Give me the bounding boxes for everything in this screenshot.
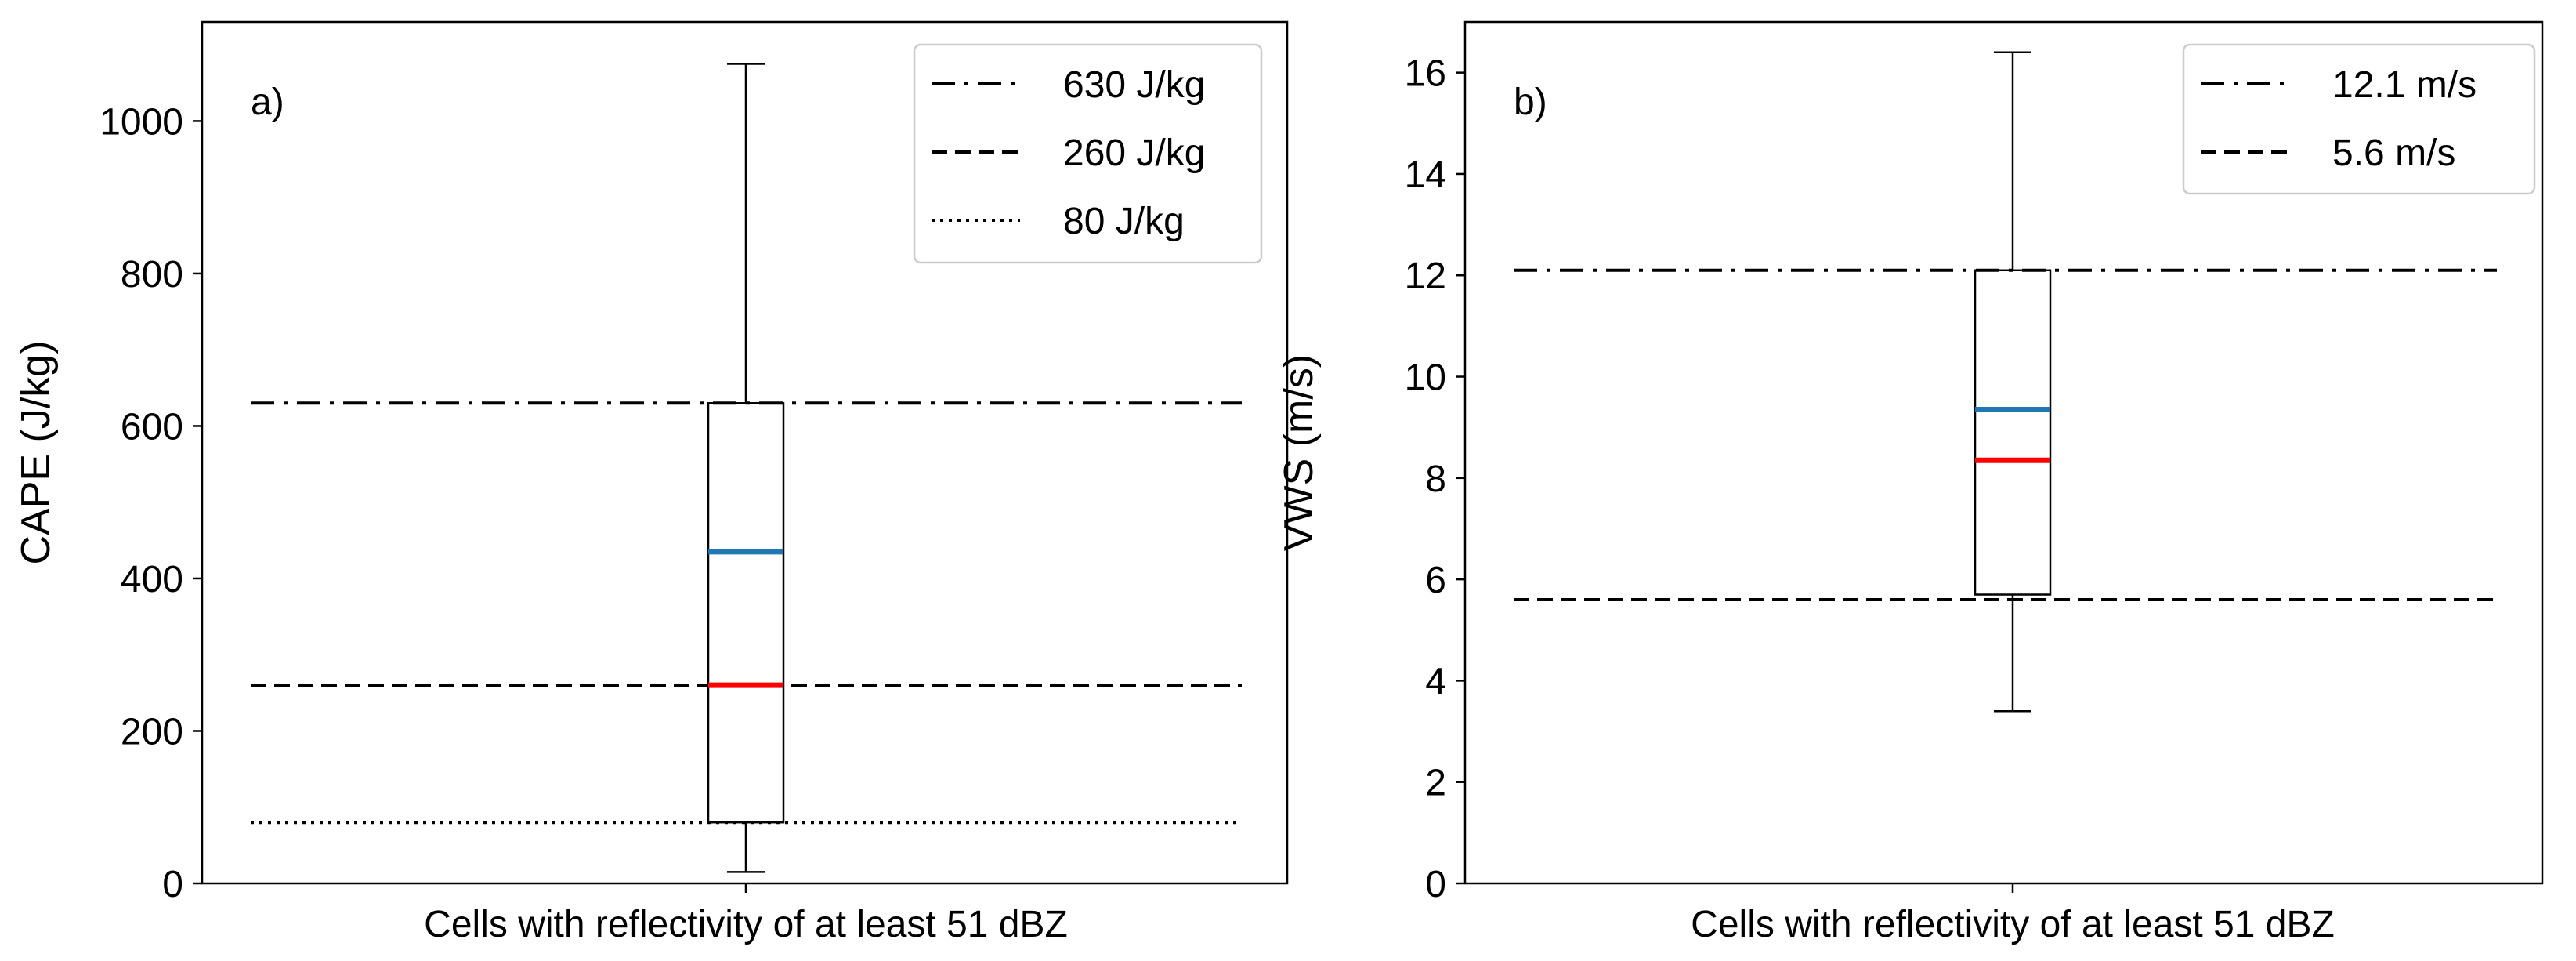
box-iqr (1974, 269, 2052, 596)
legend-label: 260 J/kg (1063, 132, 1205, 174)
y-tick-label: 12 (1405, 256, 1446, 297)
legend-box (913, 43, 1263, 264)
y-tick-label: 200 (121, 711, 183, 752)
x-tick-label: Cells with reflectivity of at least 51 d… (424, 904, 1068, 945)
y-tick-label: 1000 (99, 101, 183, 143)
panel-a: 0 200 400 600 800 1000 Cells with reflectivity… (13, 20, 1289, 945)
y-axis-label: VWS (m/s) (1276, 354, 1322, 551)
panel-label: a) (251, 82, 284, 123)
plot-frame (201, 20, 1289, 885)
panel-b: 0 2 4 6 8 10 12 14 16 Cells with reflectivity of … (1276, 20, 2544, 945)
y-tick-label: 2 (1425, 763, 1446, 804)
y-tick-label: 10 (1405, 357, 1446, 399)
plot-frame (1463, 20, 2544, 885)
y-tick-label: 800 (121, 254, 183, 296)
y-tick-label: 14 (1405, 154, 1446, 196)
legend-label: 12.1 m/s (2332, 64, 2477, 106)
y-tick-label: 600 (121, 406, 183, 448)
legend-label: 630 J/kg (1063, 64, 1205, 106)
y-tick-label: 0 (1425, 864, 1446, 905)
legend-label: 5.6 m/s (2332, 132, 2455, 174)
y-tick-label: 6 (1425, 560, 1446, 601)
panel-label: b) (1514, 82, 1547, 123)
y-tick-label: 0 (162, 864, 183, 905)
x-tick-label: Cells with reflectivity of at least 51 d… (1691, 904, 2335, 945)
legend-box (2182, 43, 2536, 195)
y-tick-label: 8 (1425, 459, 1446, 500)
y-tick-label: 16 (1405, 53, 1446, 95)
box-iqr (707, 402, 785, 824)
y-tick-label: 400 (121, 559, 183, 600)
legend-label: 80 J/kg (1063, 201, 1185, 242)
y-axis-label: CAPE (J/kg) (13, 340, 59, 564)
y-tick-label: 4 (1425, 661, 1446, 702)
